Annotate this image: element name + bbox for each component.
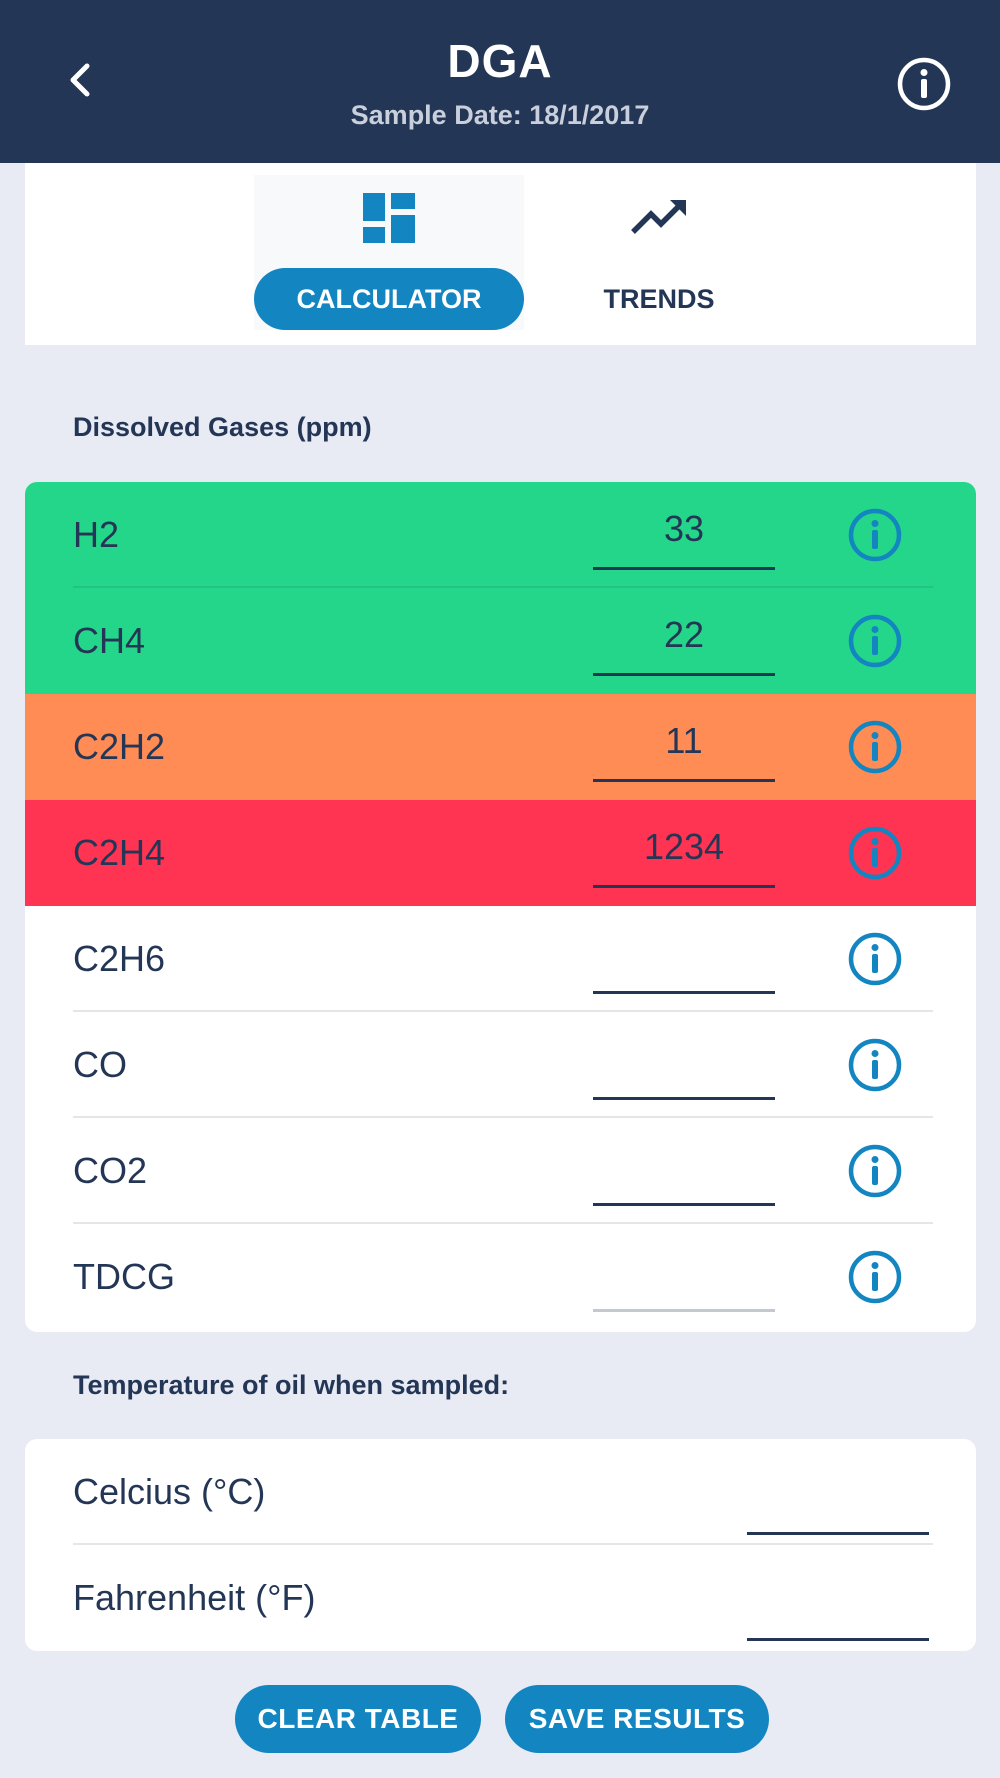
- gas-value-input[interactable]: [593, 596, 775, 676]
- gas-value-input[interactable]: [593, 1126, 775, 1206]
- gas-label: CO: [73, 1044, 127, 1085]
- gas-value-input[interactable]: [593, 702, 775, 782]
- gas-value-input[interactable]: [593, 808, 775, 888]
- info-icon: [848, 1144, 902, 1198]
- gas-label: H2: [73, 514, 120, 555]
- chevron-left-icon: [70, 63, 90, 97]
- info-icon: [848, 508, 902, 562]
- gas-label: C2H2: [73, 726, 166, 767]
- gas-value-input[interactable]: [593, 1232, 775, 1312]
- row-divider: [73, 1543, 933, 1545]
- gas-info-button[interactable]: [847, 1037, 903, 1093]
- gas-label: CH4: [73, 620, 146, 661]
- gas-row-c2h2: C2H2: [25, 694, 976, 800]
- gas-info-button[interactable]: [847, 719, 903, 775]
- gas-row-h2: H2: [25, 482, 976, 588]
- gas-row-c2h6: C2H6: [25, 906, 976, 1012]
- gas-info-button[interactable]: [847, 825, 903, 881]
- row-divider: [73, 1116, 933, 1118]
- info-icon: [897, 57, 951, 111]
- gases-table: H2 CH4 C2H2: [25, 482, 976, 1332]
- back-button[interactable]: [56, 56, 104, 104]
- temperature-table: Celcius (°C) Fahrenheit (°F): [25, 1439, 976, 1651]
- tab-calculator-label: CALCULATOR: [254, 268, 524, 330]
- temp-label: Celcius (°C): [73, 1471, 266, 1512]
- trending-up-icon: [631, 200, 686, 234]
- gas-row-co: CO: [25, 1012, 976, 1118]
- fahrenheit-input[interactable]: [747, 1561, 929, 1641]
- gas-value-input[interactable]: [593, 1020, 775, 1100]
- clear-table-button[interactable]: CLEAR TABLE: [235, 1685, 481, 1753]
- gases-section-title: Dissolved Gases (ppm): [73, 412, 372, 442]
- info-icon: [848, 614, 902, 668]
- info-icon: [848, 1250, 902, 1304]
- gas-value-input[interactable]: [593, 914, 775, 994]
- row-divider: [73, 586, 933, 588]
- row-divider: [73, 1010, 933, 1012]
- gas-label: CO2: [73, 1150, 148, 1191]
- tab-calculator[interactable]: CALCULATOR: [254, 175, 524, 330]
- temp-row-celcius: Celcius (°C): [25, 1439, 976, 1545]
- save-results-button[interactable]: SAVE RESULTS: [505, 1685, 769, 1753]
- gas-label: TDCG: [73, 1256, 175, 1297]
- info-icon: [848, 932, 902, 986]
- temp-row-fahrenheit: Fahrenheit (°F): [25, 1545, 976, 1651]
- info-icon: [848, 826, 902, 880]
- row-divider: [73, 1222, 933, 1224]
- gas-row-ch4: CH4: [25, 588, 976, 694]
- gas-row-c2h4: C2H4: [25, 800, 976, 906]
- gas-row-tdcg: TDCG: [25, 1224, 976, 1330]
- header-info-button[interactable]: [896, 56, 952, 112]
- tab-bar: CALCULATOR TRENDS: [25, 163, 976, 345]
- app-header: DGA Sample Date: 18/1/2017: [0, 0, 1000, 163]
- tab-trends-label: TRENDS: [603, 283, 715, 314]
- info-icon: [848, 1038, 902, 1092]
- sample-date: Sample Date: 18/1/2017: [350, 100, 650, 130]
- gas-info-button[interactable]: [847, 613, 903, 669]
- info-icon: [848, 720, 902, 774]
- gas-info-button[interactable]: [847, 1249, 903, 1305]
- tab-trends[interactable]: TRENDS: [524, 175, 794, 330]
- temp-label: Fahrenheit (°F): [73, 1577, 316, 1618]
- gas-label: C2H6: [73, 938, 166, 979]
- gas-info-button[interactable]: [847, 1143, 903, 1199]
- gas-info-button[interactable]: [847, 931, 903, 987]
- page-title: DGA: [447, 35, 553, 87]
- temperature-section-title: Temperature of oil when sampled:: [73, 1370, 510, 1400]
- gas-row-co2: CO2: [25, 1118, 976, 1224]
- gas-info-button[interactable]: [847, 507, 903, 563]
- dashboard-icon: [363, 193, 415, 243]
- celcius-input[interactable]: [747, 1455, 929, 1535]
- gas-label: C2H4: [73, 832, 166, 873]
- gas-value-input[interactable]: [593, 490, 775, 570]
